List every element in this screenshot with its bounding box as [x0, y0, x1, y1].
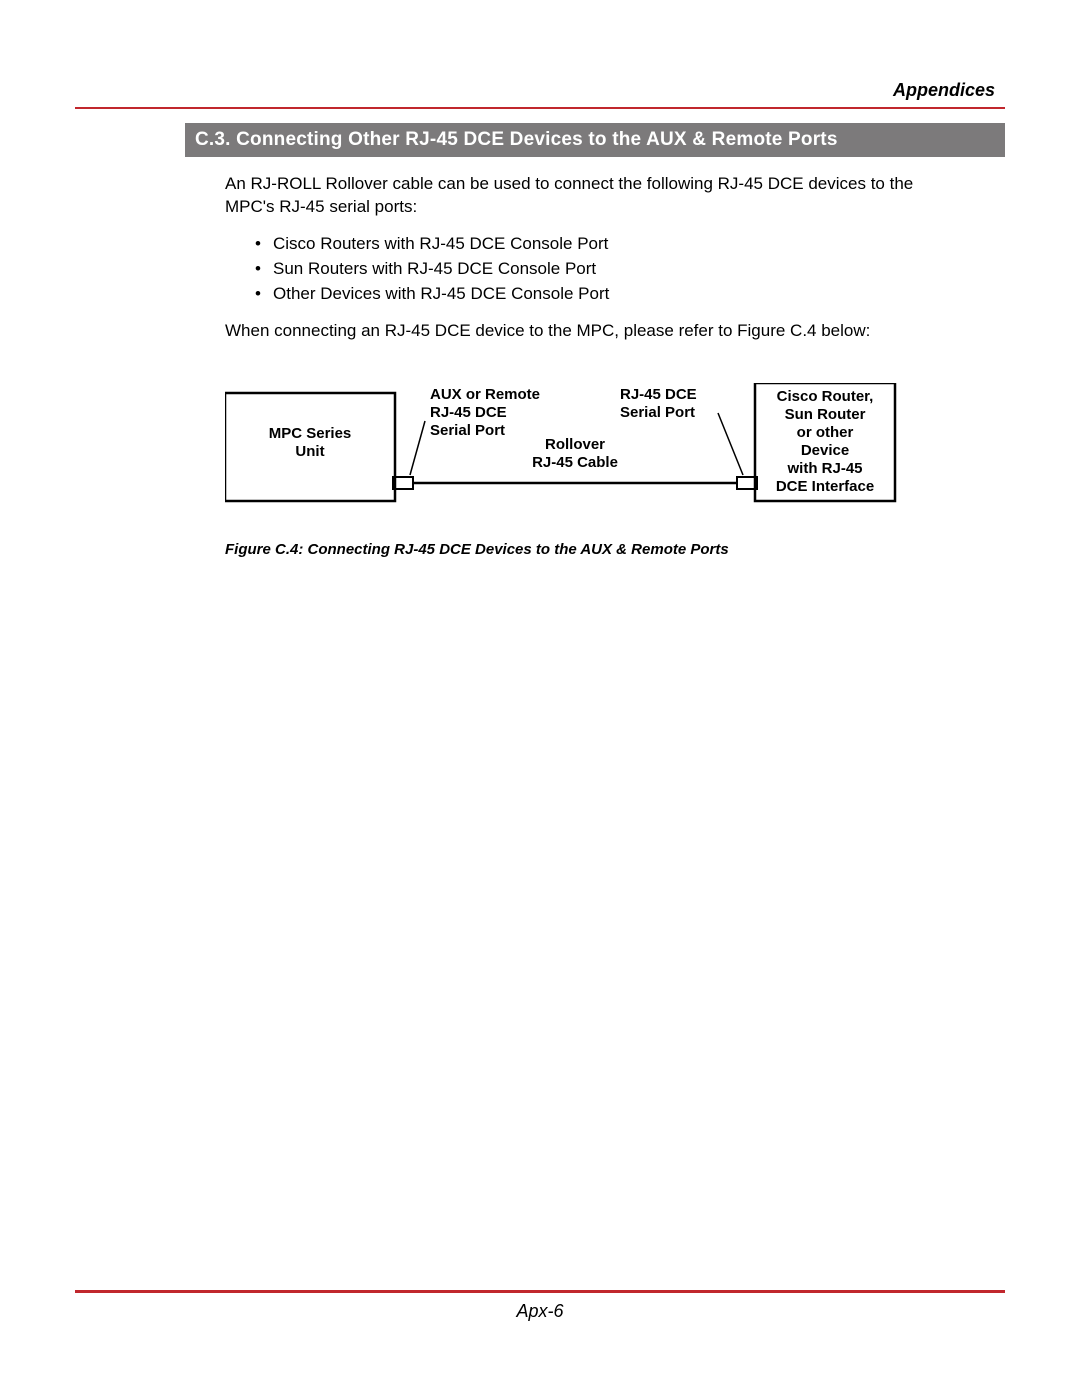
right-leader [718, 413, 743, 475]
footer-rule [75, 1290, 1005, 1293]
header-label: Appendices [893, 80, 995, 100]
right-port-line2: Serial Port [620, 404, 695, 421]
left-box-line2: Unit [295, 443, 324, 460]
header-rule [75, 107, 1005, 109]
right-port-line1: RJ-45 DCE [620, 386, 697, 403]
right-box-line4: Device [801, 442, 849, 459]
bullet-item: Sun Routers with RJ-45 DCE Console Port [255, 258, 965, 281]
right-box-line2: Sun Router [785, 406, 866, 423]
section-title: C.3. Connecting Other RJ-45 DCE Devices … [185, 123, 1005, 157]
bullet-item: Other Devices with RJ-45 DCE Console Por… [255, 283, 965, 306]
note-paragraph: When connecting an RJ-45 DCE device to t… [225, 320, 965, 343]
left-leader [410, 421, 425, 475]
left-port-line2: RJ-45 DCE [430, 404, 507, 421]
figure: MPC Series Unit Cisco Router, Sun Router… [225, 383, 1005, 523]
page-number: Apx-6 [75, 1301, 1005, 1322]
right-box-line3: or other [797, 424, 854, 441]
right-box-line6: DCE Interface [776, 478, 874, 495]
bullet-item: Cisco Routers with RJ-45 DCE Console Por… [255, 233, 965, 256]
right-box-line1: Cisco Router, [777, 388, 874, 405]
intro-paragraph: An RJ-ROLL Rollover cable can be used to… [225, 173, 965, 219]
figure-caption: Figure C.4: Connecting RJ-45 DCE Devices… [225, 541, 1005, 558]
page-footer: Apx-6 [75, 1290, 1005, 1322]
cable-label-line2: RJ-45 Cable [532, 454, 618, 471]
bullet-list: Cisco Routers with RJ-45 DCE Console Por… [255, 233, 965, 306]
body-text: An RJ-ROLL Rollover cable can be used to… [225, 173, 965, 343]
cable-label-line1: Rollover [545, 436, 605, 453]
page-header: Appendices [75, 80, 1005, 107]
left-box-line1: MPC Series [269, 425, 352, 442]
page: Appendices C.3. Connecting Other RJ-45 D… [0, 0, 1080, 1397]
right-box-line5: with RJ-45 [786, 460, 862, 477]
section-title-text: C.3. Connecting Other RJ-45 DCE Devices … [195, 129, 838, 150]
left-port-line3: Serial Port [430, 422, 505, 439]
diagram-svg: MPC Series Unit Cisco Router, Sun Router… [225, 383, 925, 523]
left-port-line1: AUX or Remote [430, 386, 540, 403]
